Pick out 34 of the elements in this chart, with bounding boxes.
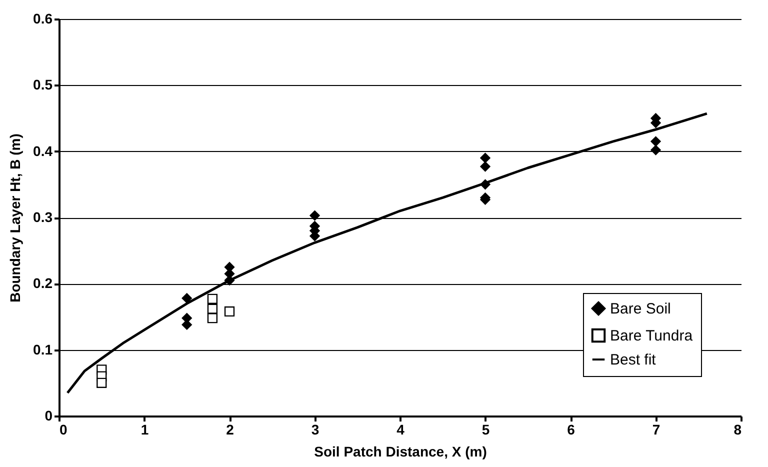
x-tick-label: 1 xyxy=(140,422,149,438)
y-tick-label: 0 xyxy=(44,408,53,424)
x-tick-label: 4 xyxy=(396,422,405,438)
point xyxy=(182,293,192,304)
y-tick-label: 0.4 xyxy=(33,142,53,159)
y-tick-label: 0.1 xyxy=(33,341,53,358)
point xyxy=(96,378,107,388)
point xyxy=(480,179,490,190)
x-tick-label: 6 xyxy=(567,422,576,438)
point xyxy=(207,304,218,314)
legend-label: Best fit xyxy=(610,352,657,368)
x-axis-title: Soil Patch Distance, X (m) xyxy=(314,444,487,460)
x-tick-label: 2 xyxy=(226,422,234,438)
y-tick-label: 0.5 xyxy=(33,76,53,93)
y-tick-label: 0.2 xyxy=(33,275,53,292)
point xyxy=(480,161,490,172)
point xyxy=(207,294,218,304)
x-tick-label: 8 xyxy=(734,422,742,438)
point xyxy=(224,306,235,317)
x-tick-label: 7 xyxy=(652,422,660,438)
x-tick-label: 3 xyxy=(311,422,320,438)
y-axis-title: Boundary Layer Ht, B (m) xyxy=(7,134,24,302)
point xyxy=(182,320,192,330)
point xyxy=(650,136,661,146)
y-tick-label: 0.6 xyxy=(33,10,53,26)
legend-label: Bare Tundra xyxy=(610,328,694,344)
point xyxy=(310,210,320,221)
x-tick-label: 0 xyxy=(60,422,68,438)
y-tick-label: 0.3 xyxy=(33,209,53,225)
point xyxy=(650,144,661,156)
x-tick-label: 5 xyxy=(482,422,490,438)
point xyxy=(480,152,490,164)
legend-label: Bare Soil xyxy=(610,300,671,318)
point xyxy=(207,313,218,324)
